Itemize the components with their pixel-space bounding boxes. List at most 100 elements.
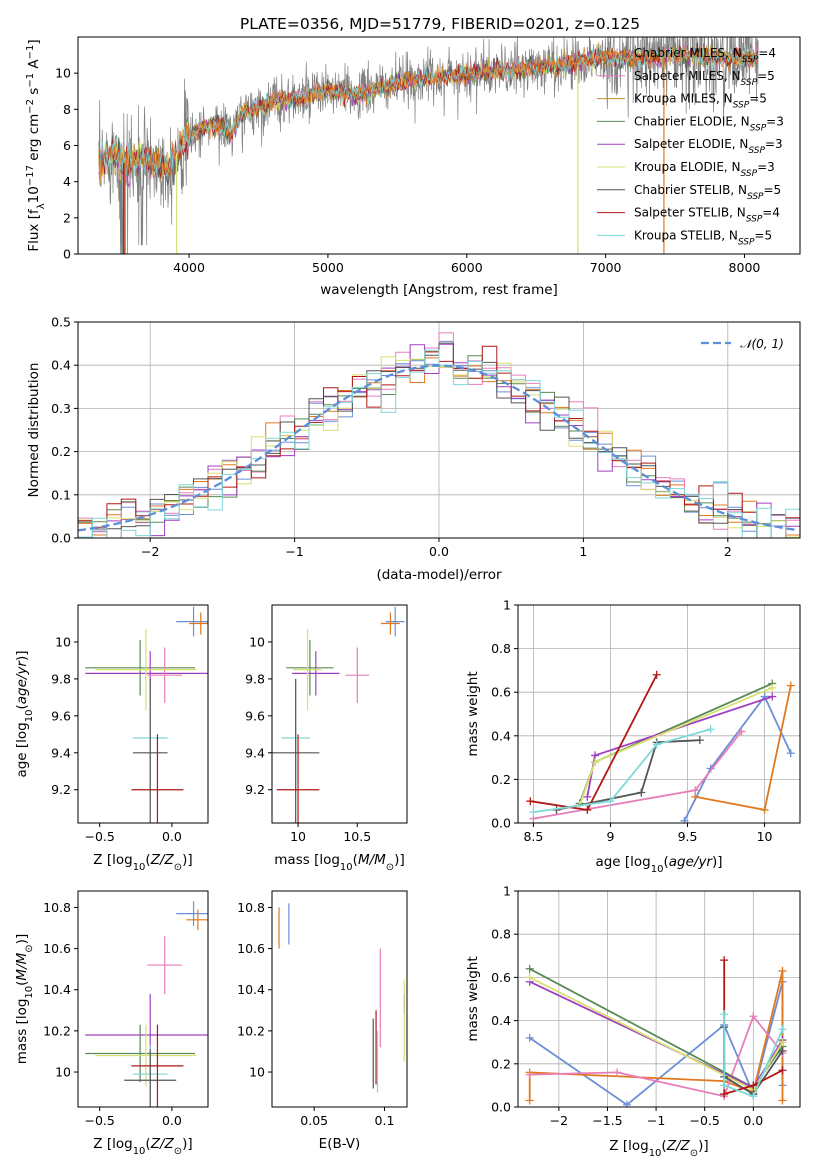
axes-frame bbox=[517, 890, 801, 1108]
panel-spectrum: 4000 5000 6000 7000 8000 0 2 4 6 8 10 Chabrier MILE… bbox=[25, 36, 801, 298]
x-tick-label: 0.0 bbox=[162, 1113, 182, 1128]
label-part: ( bbox=[661, 1138, 666, 1154]
x-axis-label: E(B-V) bbox=[319, 1136, 361, 1152]
label-part: −1 bbox=[25, 73, 36, 88]
plot-area-spectrum bbox=[98, 37, 759, 254]
y-tick-label: 10 bbox=[249, 634, 265, 649]
plot-area-mass-vs-ebv bbox=[278, 903, 405, 1093]
x-tick-label: 2 bbox=[724, 544, 732, 559]
y-tick-label: 0 bbox=[63, 247, 71, 262]
mass-weight-marker bbox=[606, 797, 615, 806]
label-part: age/yr bbox=[14, 660, 30, 705]
y-tick-label: 0.2 bbox=[491, 1056, 511, 1071]
y-tick-label: 10.8 bbox=[237, 900, 265, 915]
observed-spectrum bbox=[98, 37, 759, 254]
mass-weight-marker bbox=[691, 786, 700, 795]
mass-weight-line bbox=[695, 685, 792, 811]
legend-text: Kroupa STELIB, N bbox=[634, 228, 738, 242]
mass-weight-marker bbox=[720, 1010, 729, 1019]
label-part: 10 bbox=[340, 862, 353, 873]
legend-suffix: =4 bbox=[762, 206, 780, 220]
mass-weight-marker bbox=[720, 956, 729, 965]
x-tick-label: −1.5 bbox=[592, 1113, 622, 1128]
plot-area-mass-vs-Z bbox=[85, 901, 208, 1107]
label-part: 10 bbox=[26, 186, 42, 203]
y-tick-label: 10 bbox=[55, 66, 71, 81]
y-tick-label: 0.2 bbox=[491, 772, 511, 787]
legend-sub: SSP bbox=[747, 192, 764, 202]
legend-text: Salpeter STELIB, N bbox=[634, 206, 746, 220]
label-part: age/yr bbox=[669, 854, 714, 870]
y-tick-label: 0.6 bbox=[491, 970, 511, 985]
legend-sub: SSP bbox=[741, 169, 758, 179]
legend-label: Kroupa ELODIE, NSSP=3 bbox=[634, 160, 775, 179]
mass-weight-marker bbox=[778, 1025, 787, 1034]
y-tick-label: 9.4 bbox=[51, 745, 71, 760]
legend-sub: SSP bbox=[741, 78, 758, 88]
mass-weight-marker bbox=[526, 797, 535, 806]
mass-weight-marker bbox=[622, 1100, 631, 1107]
legend-text: Salpeter ELODIE, N bbox=[634, 137, 748, 151]
plot-area-residual-histograms bbox=[78, 332, 800, 538]
label-part: M/M bbox=[358, 852, 386, 868]
label-part: −1 bbox=[25, 45, 36, 60]
y-axis-label: mass weight bbox=[465, 956, 481, 1041]
label-part: )] bbox=[394, 852, 405, 868]
mass-weight-line bbox=[586, 695, 773, 797]
legend-suffix: =5 bbox=[764, 183, 782, 197]
axes-frame bbox=[517, 604, 801, 824]
label-part: ⊙ bbox=[174, 862, 182, 873]
mass-weight-marker bbox=[749, 1081, 758, 1090]
legend-label: 𝒩(0, 1) bbox=[740, 337, 784, 351]
label-part: ( bbox=[14, 981, 30, 986]
legend-sub: SSP bbox=[733, 101, 750, 111]
y-tick-label: 6 bbox=[63, 138, 71, 153]
y-tick-label: 10.2 bbox=[43, 1023, 71, 1038]
mass-weight-marker bbox=[706, 725, 715, 734]
mass-weight-marker bbox=[680, 816, 689, 823]
legend-text: Kroupa ELODIE, N bbox=[634, 160, 741, 174]
label-part: )] bbox=[14, 650, 30, 661]
y-tick-label: 1 bbox=[503, 884, 511, 899]
legend-label: Chabrier MILES, NSSP=4 bbox=[634, 46, 776, 65]
label-part: )] bbox=[712, 854, 723, 870]
y-tick-label: 10.2 bbox=[237, 1023, 265, 1038]
y-tick-label: 9.6 bbox=[51, 708, 71, 723]
y-tick-label: 9.2 bbox=[51, 782, 71, 797]
label-part: −17 bbox=[25, 165, 36, 186]
legend-label: Kroupa MILES, NSSP=5 bbox=[634, 92, 767, 111]
label-part: −2 bbox=[25, 99, 36, 114]
label-part: ⊙ bbox=[690, 1148, 698, 1159]
x-tick-label: 0.0 bbox=[429, 544, 449, 559]
label-part: 10 bbox=[24, 710, 35, 723]
y-tick-label: 0.4 bbox=[491, 1013, 511, 1028]
axes-frame bbox=[77, 604, 209, 824]
x-axis-label: mass [log10(M/M⊙)] bbox=[274, 852, 404, 873]
label-part: ( bbox=[663, 854, 668, 870]
x-tick-label: 0.0 bbox=[162, 829, 182, 844]
plot-area-age-vs-Z bbox=[85, 606, 208, 823]
mass-weight-marker bbox=[778, 1046, 787, 1055]
panel-mass-weight-vs-Z: −2 −1.5 −1 −0.5 0.0 0.0 0.2 0.4 0.6 0.8 1 Z [log10(… bbox=[465, 884, 801, 1159]
legend-label: Chabrier ELODIE, NSSP=3 bbox=[634, 114, 784, 133]
label-part: ( bbox=[145, 1136, 150, 1152]
mass-weight-marker bbox=[768, 683, 777, 692]
label-part: erg cm bbox=[26, 114, 42, 165]
legend-label: Salpeter STELIB, NSSP=4 bbox=[634, 206, 780, 225]
label-part: 10 bbox=[133, 862, 146, 873]
y-tick-label: 9.8 bbox=[245, 671, 265, 686]
mass-weight-marker bbox=[529, 808, 538, 817]
x-axis-label: Z [log10(Z/Z⊙)] bbox=[93, 1136, 192, 1157]
mass-weight-marker bbox=[720, 1081, 729, 1090]
legend-label: Salpeter ELODIE, NSSP=3 bbox=[634, 137, 783, 156]
y-tick-label: 4 bbox=[63, 174, 71, 189]
mass-weight-marker bbox=[652, 670, 661, 679]
y-tick-label: 1 bbox=[503, 598, 511, 613]
mass-weight-marker bbox=[760, 805, 769, 814]
mass-weight-marker bbox=[591, 757, 600, 766]
x-tick-label: 8.5 bbox=[523, 829, 543, 844]
label-part: 10 bbox=[651, 864, 664, 875]
label-part: s bbox=[26, 88, 42, 99]
